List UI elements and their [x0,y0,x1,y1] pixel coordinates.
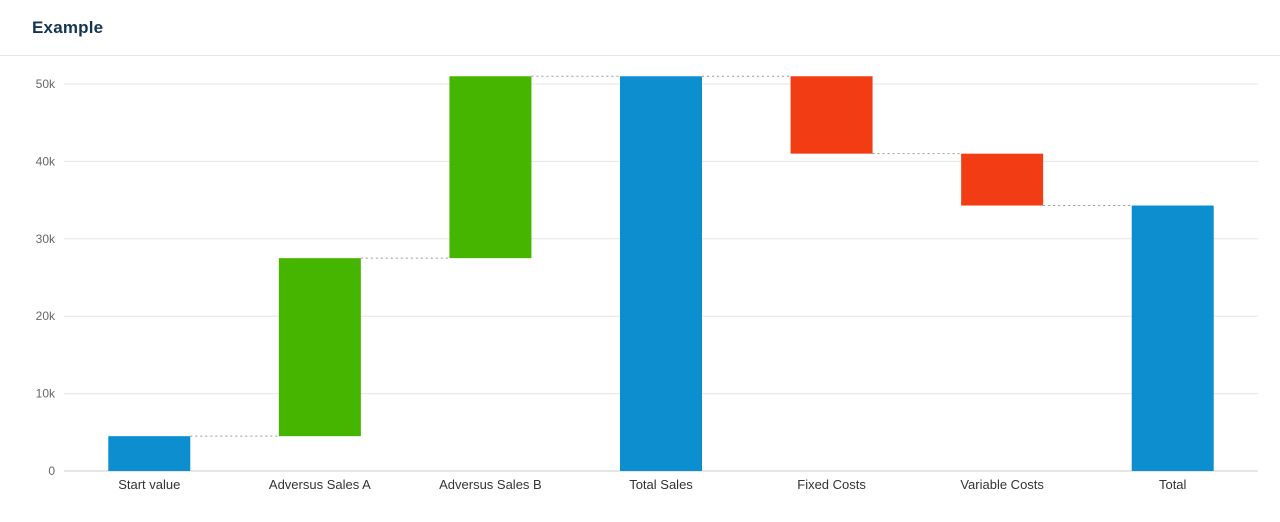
y-axis-label-20k: 20k [36,309,56,323]
y-axis-label-40k: 40k [36,154,56,168]
y-axis-label-10k: 10k [36,387,56,401]
x-axis-label-fixed-costs: Fixed Costs [797,477,866,492]
y-axis-label-50k: 50k [36,77,56,91]
waterfall-bar-adversus-sales-b[interactable] [449,76,532,259]
x-axis-label-variable-costs: Variable Costs [960,477,1044,492]
x-axis-label-adversus-sales-b: Adversus Sales B [439,477,542,492]
x-axis-label-total: Total [1159,477,1187,492]
x-axis-label-adversus-sales-a: Adversus Sales A [269,477,371,492]
y-axis-label-0: 0 [48,464,55,478]
waterfall-bar-adversus-sales-a[interactable] [278,258,361,437]
y-axis-label-30k: 30k [36,232,56,246]
waterfall-bar-variable-costs[interactable] [961,153,1044,206]
waterfall-chart: 0 10k 20k 30k 40k 50k Start value Adversus Sale… [36,75,1258,492]
x-axis-label-start-value: Start value [118,477,180,492]
page-title: Example [32,17,104,37]
waterfall-bar-fixed-costs[interactable] [790,76,873,154]
x-axis-label-total-sales: Total Sales [629,477,693,492]
waterfall-bar-total-sales[interactable] [620,76,702,471]
waterfall-bar-start-value[interactable] [108,436,191,471]
waterfall-bar-total[interactable] [1131,205,1214,471]
chart-header: Example [0,0,1280,56]
